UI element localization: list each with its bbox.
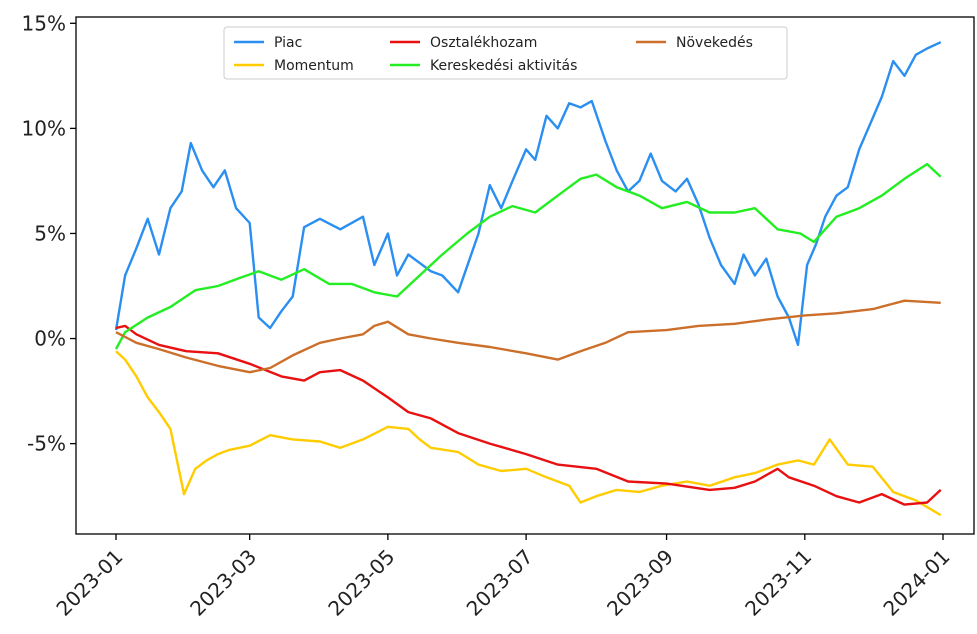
legend-box (223, 26, 788, 80)
x-tick-label: 2023-09 (602, 545, 678, 621)
series-line-0 (114, 41, 942, 347)
legend-label: Osztalékhozam (430, 35, 537, 51)
x-axis: 2023-01 2023-03 2023-05 2023-07 2023-09 2023-… (51, 534, 955, 621)
legend-label: Piac (274, 35, 302, 51)
series-line-2 (115, 324, 942, 506)
legend-label: Kereskedési aktivitás (430, 58, 577, 74)
series-line-3 (114, 162, 942, 350)
y-tick-label: 5% (34, 221, 66, 245)
y-tick-label: 0% (34, 327, 66, 351)
y-axis: -5% 0% 5% 10% 15% (22, 11, 76, 456)
x-tick-label: 2024-01 (878, 545, 954, 621)
series-line-1 (115, 350, 942, 517)
x-tick-label: 2023-01 (51, 545, 127, 621)
y-tick-label: 15% (22, 11, 66, 35)
legend-label: Momentum (274, 58, 354, 74)
x-tick-label: 2023-05 (323, 545, 399, 621)
x-tick-label: 2023-11 (740, 545, 816, 621)
y-tick-label: -5% (27, 432, 66, 456)
legend-label: Növekedés (676, 35, 753, 51)
x-tick-label: 2023-07 (462, 545, 538, 621)
y-tick-label: 10% (22, 116, 66, 140)
series-layer (114, 41, 942, 517)
legend: Piac Momentum Osztalékhozam Kereskedési akt… (223, 26, 788, 80)
plot-frame (75, 16, 975, 535)
series-line-4 (115, 299, 941, 374)
x-tick-label: 2023-03 (185, 545, 261, 621)
